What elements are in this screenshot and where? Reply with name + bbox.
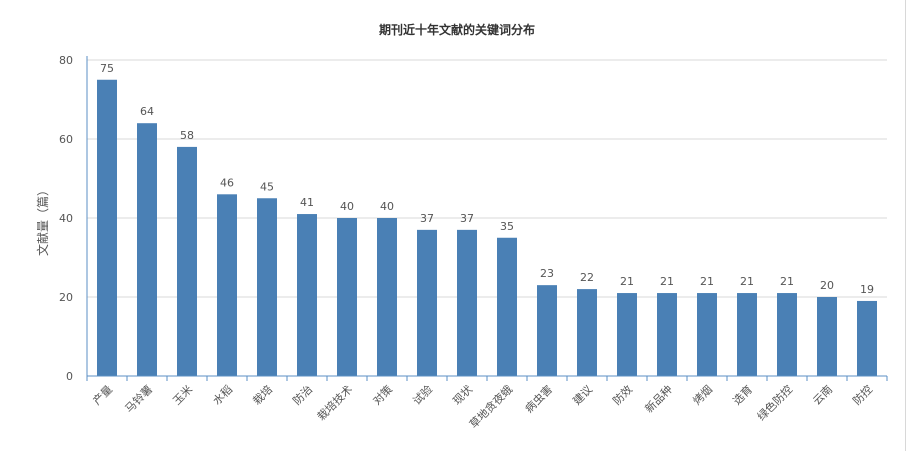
data-label: 64: [140, 105, 154, 118]
bar: [657, 293, 677, 376]
bar: [337, 218, 357, 376]
x-tick-label: 建议: [570, 382, 595, 407]
bar: [457, 229, 477, 376]
data-label: 20: [820, 279, 834, 292]
x-tick-label: 新品种: [642, 382, 675, 415]
data-label: 19: [860, 283, 874, 296]
data-label: 21: [700, 275, 714, 288]
y-tick-label: 20: [59, 291, 73, 304]
bar: [497, 237, 517, 376]
x-tick-label: 栽培: [250, 382, 275, 407]
x-tick-label: 防效: [610, 382, 635, 407]
y-tick-labels: 0 20 40 60 80: [59, 54, 73, 383]
bar: [697, 293, 717, 376]
x-tick-label: 试验: [410, 382, 435, 407]
bar: [777, 293, 797, 376]
bar: [577, 289, 597, 376]
bar: [297, 214, 317, 376]
panel-border: [905, 0, 906, 451]
data-label: 21: [740, 275, 754, 288]
x-tick-label: 云南: [810, 383, 835, 408]
y-tick-label: 60: [59, 133, 73, 146]
data-label: 58: [180, 129, 194, 142]
data-label: 23: [540, 267, 554, 280]
y-tick-label: 80: [59, 54, 73, 67]
bar: [217, 194, 237, 376]
bar: [737, 293, 757, 376]
x-tick-label: 防控: [850, 382, 875, 407]
x-tick-label: 产量: [90, 382, 115, 407]
x-tick-label: 草地贪夜蛾: [466, 382, 515, 431]
data-label: 45: [260, 180, 274, 193]
bar: [817, 297, 837, 376]
bar: [137, 123, 157, 376]
bar: [177, 146, 197, 376]
x-tick-label: 现状: [450, 382, 475, 407]
y-axis-label: 文献量（篇）: [35, 184, 50, 256]
x-tick-label: 对策: [370, 382, 395, 407]
bars: [97, 79, 877, 376]
data-label: 21: [660, 275, 674, 288]
x-tick-label: 栽培技术: [314, 382, 355, 423]
x-tick-label: 选育: [730, 382, 755, 407]
bar: [857, 300, 877, 376]
x-tick-label: 绿色防控: [754, 382, 795, 423]
data-label: 75: [100, 62, 114, 75]
bar: [537, 285, 557, 376]
bar: [377, 218, 397, 376]
data-labels: 75 64 58 46 45 41 40 40 37 37 35 23 22 21 21 21 21 21 20 19: [100, 62, 874, 296]
x-tick-label: 病虫害: [522, 382, 555, 415]
data-label: 40: [380, 200, 394, 213]
bar: [97, 79, 117, 376]
bar: [257, 198, 277, 376]
y-tick-label: 40: [59, 212, 73, 225]
grid-lines: [87, 59, 887, 298]
data-label: 22: [580, 271, 594, 284]
data-label: 21: [620, 275, 634, 288]
data-label: 41: [300, 196, 314, 209]
data-label: 35: [500, 220, 514, 233]
data-label: 21: [780, 275, 794, 288]
x-tick-label: 防治: [290, 382, 315, 407]
x-tick-label: 玉米: [170, 383, 195, 408]
data-label: 46: [220, 176, 234, 189]
x-tick-label: 烤烟: [690, 382, 715, 407]
x-tick-label: 马铃薯: [122, 382, 155, 415]
bar: [617, 293, 637, 376]
data-label: 40: [340, 200, 354, 213]
bar: [417, 229, 437, 376]
chart-title: 期刊近十年文献的关键词分布: [379, 22, 535, 37]
y-tick-label: 0: [66, 370, 73, 383]
data-label: 37: [460, 212, 474, 225]
axes: [86, 56, 888, 381]
data-label: 37: [420, 212, 434, 225]
x-tick-label: 水稻: [210, 383, 235, 408]
